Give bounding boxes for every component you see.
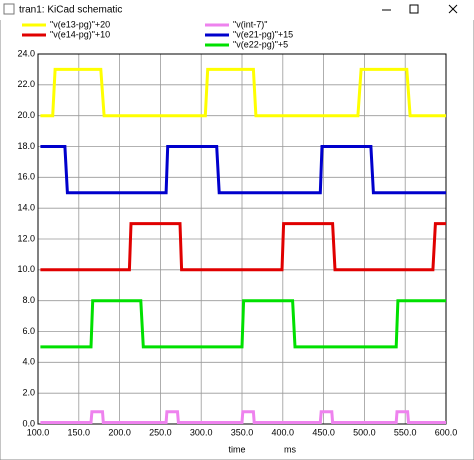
y-tick-label: 4.0 <box>22 357 35 367</box>
y-tick-label: 22.0 <box>17 79 35 89</box>
x-tick-label: 550.0 <box>394 427 417 437</box>
series-line <box>40 299 446 349</box>
y-tick-label: 2.0 <box>22 388 35 398</box>
series-line <box>40 67 446 118</box>
x-axis-unit: ms <box>284 444 296 454</box>
series-line <box>40 145 446 195</box>
legend-label: "v(e14-pg)"+10 <box>50 29 110 39</box>
legend-label: "v(e13-pg)"+20 <box>50 19 110 29</box>
y-tick-label: 8.0 <box>22 295 35 305</box>
x-tick-label: 300.0 <box>190 427 213 437</box>
x-tick-label: 250.0 <box>149 427 172 437</box>
y-tick-label: 18.0 <box>17 141 35 151</box>
y-tick-label: 24.0 <box>17 48 35 58</box>
x-tick-label: 600.0 <box>435 427 458 437</box>
x-tick-label: 200.0 <box>108 427 131 437</box>
app-icon <box>3 3 15 15</box>
y-tick-label: 12.0 <box>17 233 35 243</box>
x-axis-label: time <box>228 444 245 454</box>
window-title: tran1: KiCad schematic <box>19 5 122 16</box>
y-tick-label: 14.0 <box>17 203 35 213</box>
legend-label: "v(e22-pg)"+5 <box>233 39 288 49</box>
series-line <box>40 410 446 424</box>
title-bar <box>0 0 474 20</box>
x-tick-label: 150.0 <box>68 427 91 437</box>
x-tick-label: 400.0 <box>272 427 295 437</box>
x-tick-label: 100.0 <box>27 427 50 437</box>
y-tick-label: 6.0 <box>22 326 35 336</box>
legend-label: "v(int-7)" <box>233 19 267 29</box>
x-tick-label: 450.0 <box>312 427 335 437</box>
x-tick-label: 500.0 <box>353 427 376 437</box>
y-tick-label: 16.0 <box>17 172 35 182</box>
legend-label: "v(e21-pg)"+15 <box>233 29 293 39</box>
y-tick-label: 10.0 <box>17 264 35 274</box>
close-button[interactable] <box>448 4 458 14</box>
maximize-button[interactable] <box>409 4 419 14</box>
series-line <box>40 222 446 272</box>
y-tick-label: 20.0 <box>17 110 35 120</box>
y-tick-label: 0.0 <box>22 418 35 428</box>
x-tick-label: 350.0 <box>231 427 254 437</box>
